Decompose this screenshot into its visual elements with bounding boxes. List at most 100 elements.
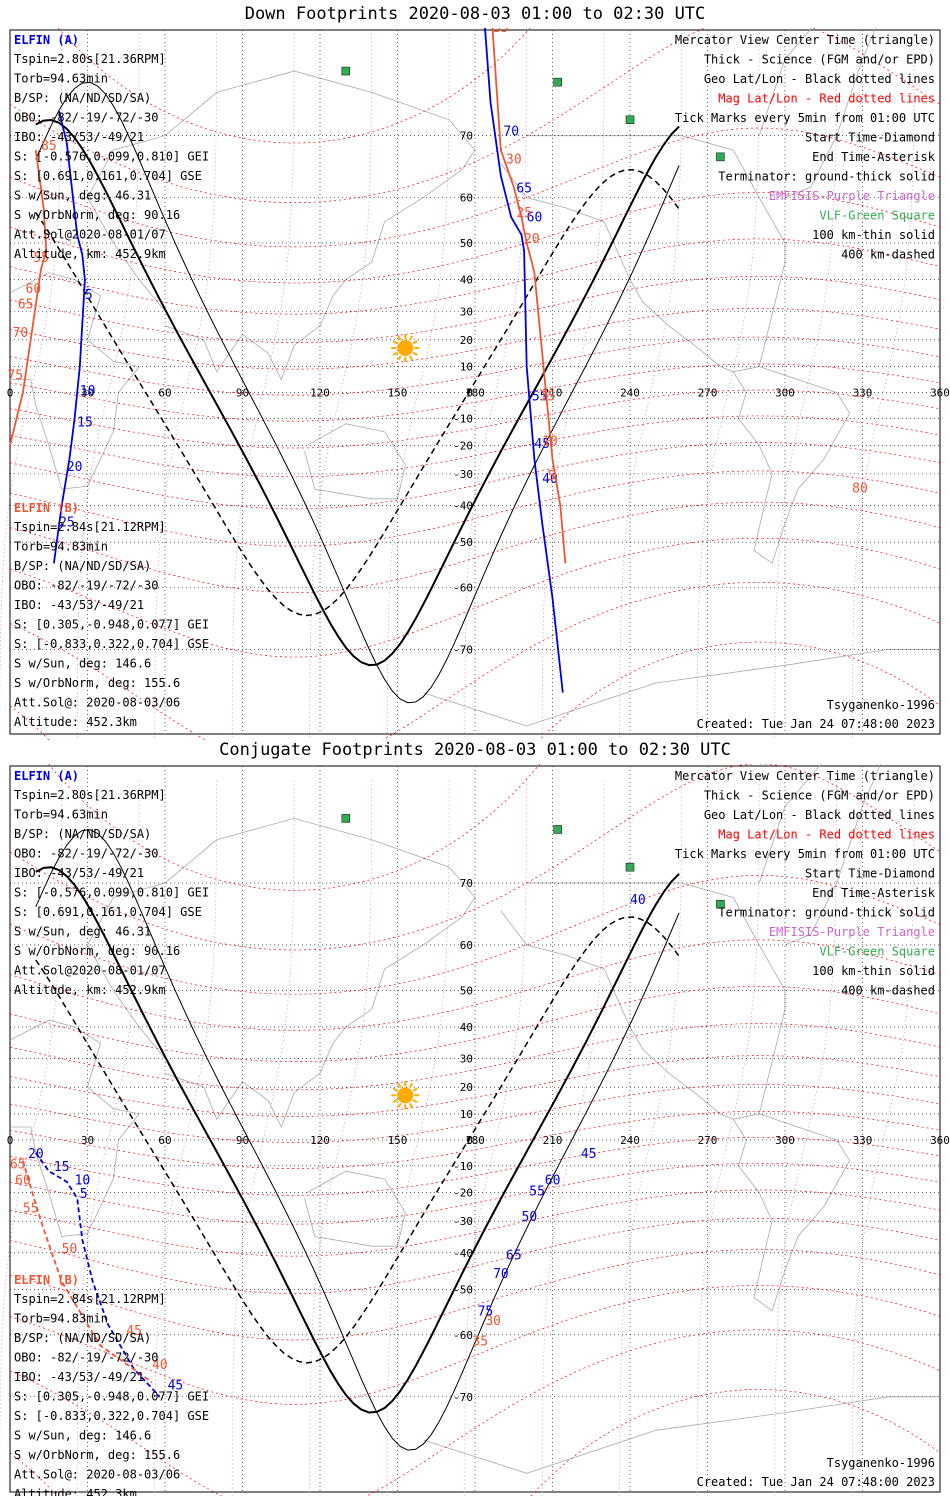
elfin-b-info-line: IBO: -43/53/-49/21 <box>14 1370 144 1384</box>
elfin-b-tick-label: 65 <box>18 297 34 312</box>
vlf-station-marker <box>553 77 562 87</box>
mag-lon-line <box>231 779 295 1496</box>
lon-tick-label: 240 <box>620 387 640 400</box>
legend-line: Mag Lat/Lon - Red dotted lines <box>718 828 935 842</box>
mag-lon-line <box>464 31 528 740</box>
elfin-b-info-line: Att.Sol@: 2020-08-03/06 <box>14 696 180 710</box>
legend-line: 400 km-dashed <box>841 248 935 262</box>
elfin-b-tick-label: 10 <box>542 434 558 449</box>
elfin-a-tick-label: 45 <box>534 437 550 452</box>
model-label: Tsyganenko-1996 <box>827 698 935 712</box>
legend-line: Thick - Science (FGM and/or EPD) <box>704 789 935 803</box>
elfin-b-info-line: IBO: -43/53/-49/21 <box>14 598 144 612</box>
elfin-a-tick-label: 45 <box>581 1147 597 1162</box>
elfin-b-track <box>22 1160 153 1384</box>
elfin-a-info-line: IBO: -43/53/-49/21 <box>14 130 144 144</box>
lat-tick-label: -70 <box>453 643 473 656</box>
elfin-a-tick-label: 70 <box>503 125 519 140</box>
vlf-station-marker <box>716 152 725 162</box>
vlf-station-marker <box>553 825 562 834</box>
mag-lon-line <box>851 779 915 1496</box>
elfin-a-info-line: Att.Sol@2020-08-01/07 <box>14 228 166 242</box>
created-label: Created: Tue Jan 24 07:48:00 2023 <box>697 717 935 731</box>
mag-lat-line <box>9 1023 941 1091</box>
mag-lon-line <box>696 31 760 740</box>
elfin-a-info-line: Altitude, km: 452.9km <box>14 983 166 997</box>
lon-tick-label: 360 <box>930 387 950 400</box>
elfin-b-info-line: OBO: -82/-19/-72/-30 <box>14 1351 159 1365</box>
lat-tick-label: 40 <box>460 274 473 287</box>
elfin-a-info-line: S w/Sun, deg: 46.31 <box>14 189 151 203</box>
elfin-a-tick-label: 20 <box>28 1147 44 1162</box>
lat-tick-label: 60 <box>460 939 473 952</box>
legend-line: Thick - Science (FGM and/or EPD) <box>704 53 935 67</box>
vlf-station-marker <box>341 814 351 823</box>
lon-tick-label: 150 <box>388 1134 408 1147</box>
elfin-b-tick-label: 60 <box>15 1173 31 1188</box>
mag-lon-line <box>541 779 605 1496</box>
terminator-400km <box>35 168 680 617</box>
elfin-a-tick-label: 65 <box>516 181 532 196</box>
coastline <box>732 1113 851 1312</box>
mag-lon-line <box>309 779 373 1496</box>
elfin-a-tick-label: 45 <box>168 1378 184 1393</box>
coastline <box>758 28 877 198</box>
elfin-a-tick-label: 10 <box>75 1173 91 1188</box>
mag-lon-line <box>231 31 295 740</box>
mag-lat-line <box>9 1285 941 1405</box>
elfin-b-tick-label: 5 <box>547 469 555 484</box>
coastline <box>758 764 882 946</box>
coastline <box>304 423 406 500</box>
panel-title-conj: Conjugate Footprints 2020-08-03 01:00 to… <box>219 740 731 760</box>
elfin-b-info-line: Altitude: 452.3km <box>14 715 137 729</box>
vlf-station-marker <box>625 862 635 872</box>
legend-line: 400 km-dashed <box>841 984 935 998</box>
mag-lat-line <box>9 28 941 204</box>
elfin-b-info-line: Att.Sol@: 2020-08-03/06 <box>14 1468 180 1482</box>
terminator-400km <box>35 916 680 1364</box>
elfin-b-tick-label: 30 <box>506 152 522 167</box>
elfin-b-track <box>9 149 48 446</box>
coastline <box>500 882 786 1120</box>
vlf-station-marker <box>716 899 725 909</box>
lon-tick-label: 0 <box>7 1134 14 1147</box>
elfin-b-tick-label: 25 <box>516 206 532 221</box>
elfin-a-info-line: Torb=94.63min <box>14 72 108 86</box>
lat-tick-label: -20 <box>453 1187 473 1200</box>
lon-tick-label: 330 <box>853 387 873 400</box>
elfin-b-tick-label: 30 <box>485 1314 501 1329</box>
elfin-a-tick-label: 10 <box>80 384 96 399</box>
lon-tick-label: 270 <box>698 387 718 400</box>
lat-tick-label: 20 <box>460 334 473 347</box>
lat-tick-label: 0 <box>466 387 473 400</box>
vlf-station-marker <box>341 66 351 76</box>
lat-tick-label: -40 <box>453 499 473 512</box>
elfin-a-tick-label: 5 <box>80 1187 88 1202</box>
mag-lat-line <box>9 1389 941 1496</box>
elfin-b-info-line: Altitude: 452.3km <box>14 1487 137 1496</box>
lon-tick-label: 60 <box>158 387 171 400</box>
mag-lat-line <box>9 442 941 510</box>
mag-lon-line <box>386 31 450 740</box>
lon-tick-label: 150 <box>388 387 408 400</box>
terminator-100km <box>35 81 680 704</box>
coastline <box>9 272 140 490</box>
elfin-b-info-line: S: [0.305,-0.948,0.077] GEI <box>14 1390 209 1404</box>
lon-tick-label: 210 <box>543 1134 563 1147</box>
lat-tick-label: -20 <box>453 439 473 452</box>
elfin-b-info-line: S w/OrbNorm, deg: 155.6 <box>14 676 180 690</box>
elfin-b-info-line: Tspin=2.84s[21.12RPM] <box>14 520 166 534</box>
lat-tick-label: 10 <box>460 361 473 374</box>
elfin-a-name: ELFIN (A) <box>14 769 79 783</box>
elfin-b-tick-label: 20 <box>524 232 540 247</box>
elfin-a-info-line: B/SP: (NA/ND/SD/SA) <box>14 827 151 841</box>
elfin-a-info-line: Torb=94.63min <box>14 808 108 822</box>
elfin-b-name: ELFIN (B) <box>14 1273 79 1287</box>
elfin-b-name: ELFIN (B) <box>14 501 79 515</box>
map-panel-down: 70 60 50 40 30 20 10 0 -10 -20 -30 -40 -50 -60 -70 0 30 6… <box>0 28 950 740</box>
elfin-b-tick-label: 15 <box>540 389 556 404</box>
lat-tick-label: -50 <box>453 1283 473 1296</box>
coastline <box>423 1396 940 1474</box>
coastline <box>500 135 786 373</box>
legend-line: End Time-Asterisk <box>812 150 936 164</box>
